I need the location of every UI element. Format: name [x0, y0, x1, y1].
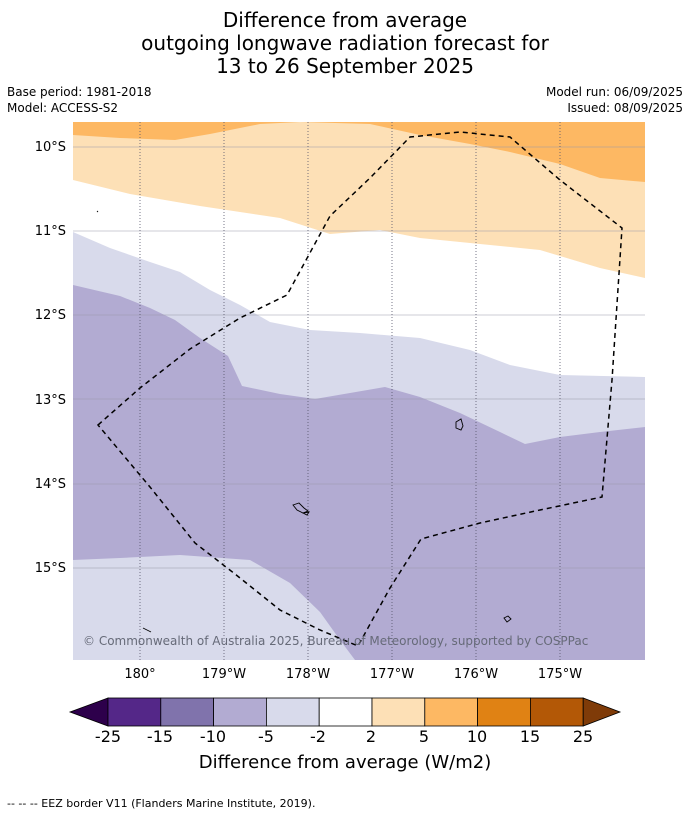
colorbar-segment — [477, 697, 531, 727]
latitude-labels: 10°S 11°S 12°S 13°S 14°S 15°S — [35, 140, 66, 576]
lat-label-15s: 15°S — [35, 561, 66, 576]
lon-label-179w: 179°W — [202, 667, 246, 682]
colorbar-extend-high — [582, 697, 622, 727]
positive-5-10-region — [73, 122, 645, 182]
issued-date: Issued: 08/09/2025 — [567, 101, 683, 115]
colorbar-tick: 10 — [466, 727, 488, 746]
colorbar-segment — [371, 697, 426, 727]
lat-label-10s: 10°S — [35, 140, 66, 155]
lon-label-177w: 177°W — [370, 667, 414, 682]
lat-label-13s: 13°S — [35, 393, 66, 408]
lon-label-175w: 175°W — [538, 667, 582, 682]
colorbar-tick: -25 — [94, 727, 122, 746]
colorbar-tick: 2 — [365, 727, 377, 746]
title-line-3: 13 to 26 September 2025 — [216, 54, 474, 78]
colorbar-segment — [160, 697, 215, 727]
meta-left: Base period: 1981-2018 Model: ACCESS-S2 — [7, 84, 152, 116]
lon-label-178w: 178°W — [286, 667, 330, 682]
lat-label-12s: 12°S — [35, 308, 66, 323]
colorbar-segment — [424, 697, 478, 727]
colorbar-tick: 25 — [572, 727, 594, 746]
colorbar-tick: -5 — [258, 727, 274, 746]
negative-5-10-region — [73, 285, 645, 660]
chart-title: Difference from average outgoing longwav… — [0, 9, 690, 78]
copyright-notice: © Commonwealth of Australia 2025, Bureau… — [83, 634, 588, 648]
island-outlines — [96, 210, 512, 633]
longitude-labels: 180° 179°W 178°W 177°W 176°W 175°W — [124, 667, 582, 682]
base-period: Base period: 1981-2018 — [7, 85, 152, 99]
title-line-1: Difference from average — [222, 8, 468, 32]
colorbar-tick: 15 — [519, 727, 541, 746]
colorbar-title: Difference from average (W/m2) — [198, 752, 492, 773]
colorbar-segment — [530, 697, 584, 727]
title-line-2: outgoing longwave radiation forecast for — [141, 31, 549, 55]
lat-label-14s: 14°S — [35, 477, 66, 492]
lon-label-176w: 176°W — [454, 667, 498, 682]
colorbar-segment — [265, 697, 320, 727]
meta-right: Model run: 06/09/2025 Issued: 08/09/2025 — [546, 84, 683, 116]
colorbar — [68, 697, 622, 727]
colorbar-extend-low — [68, 697, 109, 727]
lon-label-180: 180° — [124, 667, 155, 682]
lat-label-11s: 11°S — [35, 224, 66, 239]
grid-lines — [73, 146, 645, 569]
positive-2-5-region — [73, 122, 645, 278]
colorbar-tick: 5 — [418, 727, 430, 746]
colorbar-segment — [213, 697, 267, 727]
eez-legend-note: -- -- -- EEZ border V11 (Flanders Marine… — [7, 797, 316, 810]
model-name: Model: ACCESS-S2 — [7, 101, 119, 115]
colorbar-segment — [107, 697, 162, 727]
colorbar-tick: -2 — [310, 727, 326, 746]
colorbar-tick: -10 — [199, 727, 227, 746]
map-field: © Commonwealth of Australia 2025, Bureau… — [73, 122, 645, 660]
eez-border — [96, 131, 623, 647]
model-run: Model run: 06/09/2025 — [545, 85, 683, 99]
colorbar-tick: -15 — [146, 727, 174, 746]
colorbar-segment — [318, 697, 373, 727]
